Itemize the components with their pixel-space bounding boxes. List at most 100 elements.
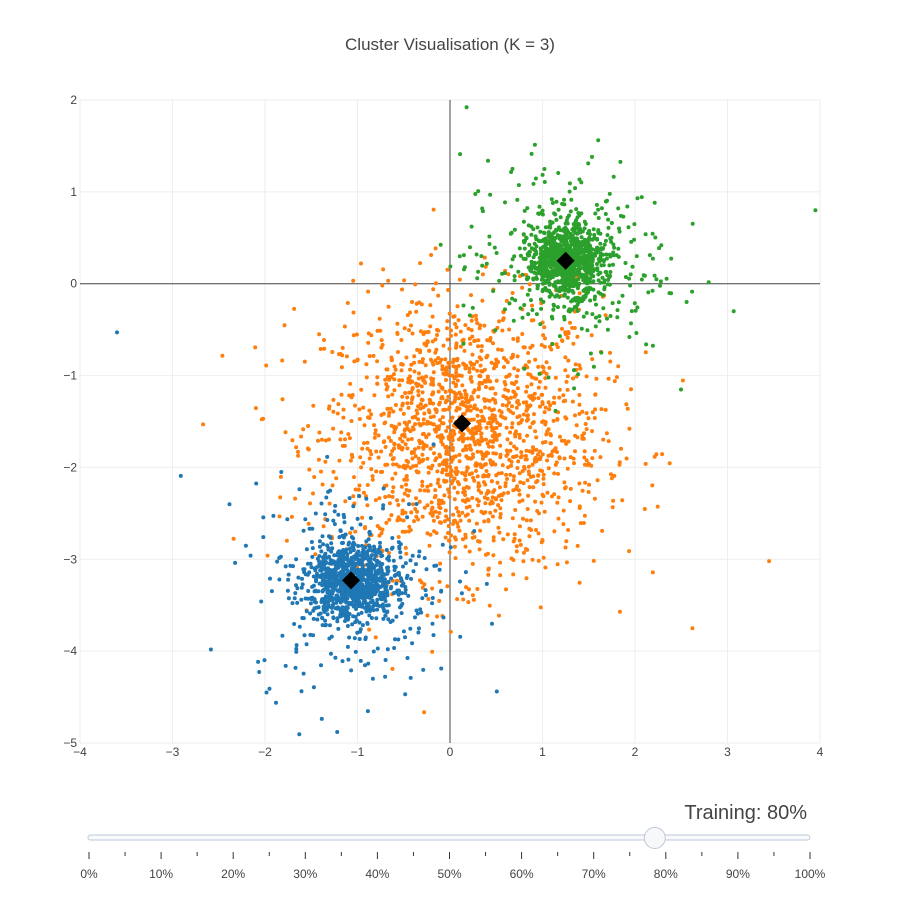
data-point — [494, 425, 499, 430]
data-point — [347, 560, 352, 564]
data-point — [553, 375, 558, 380]
data-point — [335, 553, 339, 558]
data-point — [319, 469, 323, 474]
data-point — [264, 363, 269, 368]
data-point — [542, 167, 547, 171]
data-point — [536, 211, 541, 216]
data-point — [337, 458, 342, 463]
data-point — [464, 447, 469, 452]
data-point — [369, 452, 374, 457]
data-point — [464, 399, 469, 404]
data-point — [522, 466, 527, 471]
data-point — [530, 421, 535, 426]
data-point — [514, 544, 519, 549]
data-point — [404, 355, 409, 360]
data-point — [323, 551, 328, 556]
data-point — [538, 404, 542, 409]
data-point — [494, 451, 498, 456]
data-point — [664, 276, 669, 281]
data-point — [462, 267, 466, 272]
data-point — [296, 449, 300, 454]
data-point — [540, 172, 545, 177]
data-point — [453, 556, 458, 561]
data-point — [375, 607, 380, 612]
data-point — [433, 350, 438, 355]
data-point — [554, 199, 559, 204]
data-point — [309, 597, 314, 602]
data-point — [357, 620, 362, 625]
data-point — [294, 643, 299, 648]
data-point — [414, 301, 419, 306]
data-point — [540, 538, 545, 542]
data-point — [515, 336, 520, 341]
data-point — [425, 503, 430, 508]
data-point — [525, 365, 530, 370]
data-point — [297, 624, 302, 629]
data-point — [505, 532, 510, 537]
data-point — [457, 277, 462, 282]
data-point — [611, 498, 616, 503]
slider-tick-label: 20% — [221, 867, 245, 881]
data-point — [231, 536, 236, 541]
data-point — [477, 326, 482, 331]
data-point — [403, 561, 408, 566]
data-point — [443, 357, 448, 362]
data-point — [568, 247, 573, 252]
data-point — [543, 405, 548, 410]
data-point — [340, 541, 344, 545]
slider-handle[interactable] — [643, 827, 666, 849]
data-point — [369, 412, 374, 417]
data-point — [479, 435, 484, 440]
data-point — [371, 353, 376, 358]
data-point — [435, 469, 440, 474]
data-point — [551, 272, 556, 277]
data-point — [537, 379, 542, 384]
data-point — [653, 235, 658, 240]
data-point — [536, 364, 541, 369]
slider-rail[interactable] — [87, 834, 811, 841]
data-point — [342, 515, 347, 520]
data-point — [444, 479, 449, 484]
data-point — [449, 533, 454, 538]
data-point — [484, 261, 489, 266]
data-point — [322, 346, 327, 351]
data-point — [451, 521, 455, 526]
data-point — [427, 348, 432, 353]
data-point — [450, 438, 455, 443]
data-point — [623, 275, 628, 279]
data-point — [358, 455, 363, 460]
data-point — [491, 341, 495, 346]
data-point — [359, 610, 364, 615]
data-point — [485, 353, 490, 358]
data-point — [393, 367, 398, 372]
x-tick-label: −3 — [166, 745, 180, 759]
data-point — [321, 555, 325, 560]
data-point — [618, 159, 623, 164]
data-point — [511, 572, 516, 577]
data-point — [406, 437, 411, 442]
data-point — [490, 386, 495, 391]
data-point — [446, 517, 451, 522]
slider-current-label: Training: 80% — [684, 802, 807, 824]
training-slider[interactable]: Training: 80% 0% 10% 20% 30% 40% 50% 60% 70% 80%… — [80, 802, 825, 881]
data-point — [419, 610, 424, 615]
data-point — [468, 341, 473, 346]
data-point — [387, 494, 391, 499]
data-point — [473, 442, 478, 447]
data-point — [657, 246, 662, 251]
data-point — [480, 272, 485, 277]
data-point — [356, 550, 360, 555]
data-point — [541, 555, 546, 560]
data-point — [399, 368, 404, 373]
data-point — [516, 368, 520, 373]
data-point — [348, 550, 353, 554]
data-point — [510, 296, 515, 301]
data-point — [418, 488, 423, 493]
data-point — [642, 507, 647, 511]
data-point — [448, 389, 453, 394]
data-point — [385, 384, 390, 389]
data-point — [420, 514, 425, 519]
data-point — [533, 456, 538, 461]
data-point — [571, 270, 576, 275]
